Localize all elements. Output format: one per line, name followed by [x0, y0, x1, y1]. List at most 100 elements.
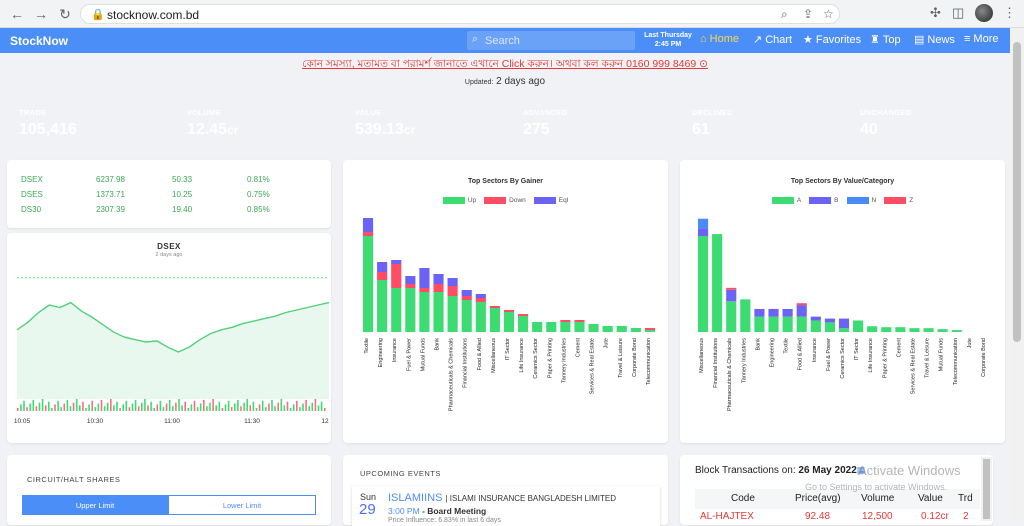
bar-segment [362, 218, 374, 232]
chart-subtitle: 2 days ago [155, 252, 183, 258]
volume-bar [277, 402, 279, 411]
address-bar[interactable]: 🔒 stocknow.com.bd ⌕ ⇪ ☆ [80, 4, 840, 24]
page-scrollbar[interactable] [1010, 28, 1024, 521]
category-label: Mutual Funds [420, 338, 426, 372]
trophy-icon: ♜ [870, 34, 880, 46]
volume-bar [224, 404, 227, 411]
bar-segment [726, 287, 737, 290]
volume-bar [110, 399, 112, 411]
bar-segment [503, 312, 515, 332]
volume-bar [227, 400, 230, 411]
side-panel-icon[interactable]: ◫ [952, 5, 965, 20]
category-label: Engineering [770, 338, 776, 367]
nav-chart[interactable]: ↗ Chart [753, 33, 793, 47]
bar-segment [867, 326, 878, 332]
brand-logo[interactable]: StockNow [10, 34, 69, 48]
zoom-icon[interactable]: ⌕ [781, 7, 788, 21]
table-row[interactable]: AL-HAJTEX 92.48 12,500 0.12cr 2 [700, 511, 969, 522]
bar-segment [475, 298, 486, 302]
category-label: Ceramics Sector [840, 338, 846, 379]
stat-declined[interactable]: DECLINED 61 [692, 108, 733, 138]
category-label: Mutual Funds [939, 338, 945, 372]
bar-segment [768, 316, 779, 332]
bar-segment [391, 264, 402, 288]
profile-avatar[interactable] [975, 4, 993, 22]
tab-upper-limit[interactable]: Upper Limit [22, 495, 168, 515]
volume-bar [258, 404, 261, 411]
feedback-banner[interactable]: কোন সমস্যা, মতামত বা পরামর্শ জানাতে এখান… [302, 58, 708, 70]
browser-menu-icon[interactable]: ⋮ [1003, 5, 1016, 20]
extensions-icon[interactable]: ✣ [930, 5, 941, 20]
search-input[interactable] [485, 32, 630, 49]
nav-home[interactable]: ⌂ Home [700, 33, 739, 45]
volume-bar [237, 399, 239, 411]
volume-bar [181, 405, 183, 411]
volume-bar [23, 400, 25, 411]
back-icon[interactable]: ← [10, 6, 24, 22]
category-label: Jute [967, 338, 973, 348]
line-series [16, 301, 330, 353]
updated-line: Updated: 2 days ago [464, 76, 546, 87]
nav-more[interactable]: ≡ More [964, 33, 999, 45]
block-scrollbar-thumb[interactable] [983, 459, 990, 519]
category-label: Fuel & Power [826, 338, 832, 371]
chart-icon: ↗ [753, 34, 763, 46]
last-update: Last Thursday 2:45 PM [644, 32, 692, 48]
block-date[interactable]: 26 May 2022 [798, 465, 857, 476]
legend-item-z[interactable]: Z [884, 197, 913, 204]
category-label: Miscellaneous [699, 338, 705, 373]
gainer-bar-chart[interactable]: Textile Engineering Insurance Fuel & Power M… [343, 160, 668, 443]
bar-segment [697, 218, 709, 229]
bar-segment [405, 284, 416, 288]
bar-segment [518, 316, 529, 332]
stat-unchanged[interactable]: UNCHANGED 40 [860, 108, 912, 138]
legend-item-eql[interactable]: Eql [533, 197, 568, 204]
block-scrollbar[interactable] [981, 457, 992, 521]
category-label: Textile [784, 338, 790, 354]
calendar-icon[interactable]: ▦ [856, 465, 866, 475]
nav-favorites[interactable]: ★ Favorites [803, 33, 862, 47]
bar-segment [630, 328, 641, 332]
volume-bar [137, 406, 140, 411]
volume-bar [292, 404, 295, 411]
volume-bar [255, 408, 258, 411]
stat-trade[interactable]: TRADE 105,416 [19, 108, 77, 138]
scrollbar-thumb[interactable] [1013, 42, 1021, 342]
stat-advanced[interactable]: ADVANCED 275 [523, 108, 568, 138]
category-label: Cement [575, 338, 581, 358]
search-box[interactable]: ⌕ [467, 31, 635, 50]
bar-segment [796, 305, 807, 317]
volume-bar [97, 403, 100, 411]
volume-bar [215, 405, 217, 411]
event-symbol[interactable]: ISLAMIINS [388, 492, 443, 504]
volume-bar [196, 407, 199, 411]
category-label: Miscellaneous [491, 338, 497, 373]
category-label: Telecommunication [646, 338, 652, 385]
stat-value[interactable]: VALUE 539.13cr [355, 108, 416, 138]
volume-bar [85, 408, 87, 411]
volume-bar [20, 404, 22, 411]
volume-bar [116, 401, 118, 411]
bar-segment [461, 290, 472, 296]
app-navbar: StockNow ⌕ Last Thursday 2:45 PM ⌂Home ↗… [0, 28, 1010, 53]
legend-item-down[interactable]: Down [484, 197, 526, 204]
nav-news[interactable]: ▤ News [914, 33, 955, 47]
bookmark-star-icon[interactable]: ☆ [823, 7, 834, 21]
share-icon[interactable]: ⇪ [803, 7, 814, 21]
value-category-bar-chart[interactable]: Miscellaneous Financial Institutions Pharm… [680, 160, 1005, 443]
tab-lower-limit[interactable]: Lower Limit [168, 495, 316, 515]
nav-top[interactable]: ♜ Top [870, 33, 901, 47]
legend-item-b[interactable]: B [809, 197, 839, 204]
legend-item-a[interactable]: A [771, 197, 801, 204]
legend-item-up[interactable]: Up [442, 197, 476, 204]
bar-segment [951, 330, 962, 332]
volume-bar [314, 399, 317, 411]
reload-icon[interactable]: ↻ [59, 6, 71, 22]
legend-item-n[interactable]: N [846, 197, 876, 204]
stat-volume[interactable]: VOLUME 12.45cr [187, 108, 239, 138]
event-item[interactable]: Sun 29 ISLAMIINS | ISLAMI INSURANCE BANG… [352, 486, 660, 526]
forward-icon[interactable]: → [34, 6, 48, 22]
volume-bar [69, 406, 72, 411]
dsex-line-chart[interactable]: 10:05 10:30 11:00 11:30 12 [7, 233, 331, 443]
bar-segment [754, 316, 765, 332]
